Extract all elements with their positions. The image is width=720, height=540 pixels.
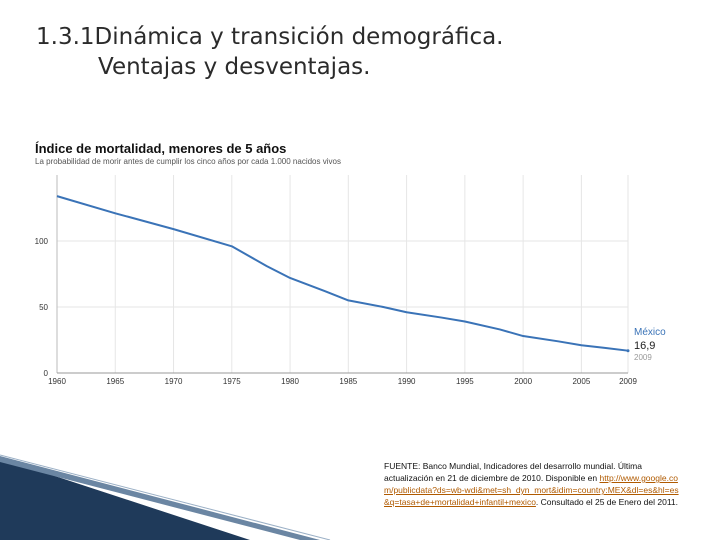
series-line-mexico — [56, 195, 629, 352]
y-tick-label: 0 — [44, 369, 49, 378]
x-tick-label: 1995 — [456, 377, 474, 386]
x-tick-label: 1965 — [106, 377, 124, 386]
source-link[interactable]: http://www.google.com/publicdata?ds=wb-w… — [384, 473, 679, 507]
series-end-point — [626, 349, 630, 353]
slide-title: 1.3.1Dinámica y transición demográfica. … — [36, 22, 676, 82]
decor-dark-wedge — [0, 458, 250, 540]
chart-title: Índice de mortalidad, menores de 5 años — [35, 141, 287, 156]
decor-light-stripe — [0, 456, 320, 540]
source-note: FUENTE: Banco Mundial, Indicadores del d… — [384, 460, 684, 508]
decor-thin-line — [0, 454, 331, 540]
x-tick-label: 1980 — [281, 377, 299, 386]
chart-subtitle: La probabilidad de morir antes de cumpli… — [35, 157, 341, 166]
x-tick-label: 2000 — [514, 377, 532, 386]
x-tick-label: 1960 — [48, 377, 66, 386]
slide-title-line2: Ventajas y desventajas. — [98, 54, 371, 80]
source-text-after: . Consultado el 25 de Enero del 2011. — [535, 497, 679, 507]
x-tick-label: 1990 — [398, 377, 416, 386]
x-tick-label: 1985 — [339, 377, 357, 386]
series-legend-label[interactable]: México — [634, 327, 666, 338]
x-tick-label: 2009 — [619, 377, 637, 386]
y-tick-label: 50 — [39, 303, 48, 312]
series-last-year: 2009 — [634, 353, 652, 362]
x-tick-label: 2005 — [572, 377, 590, 386]
series-last-value: 16,9 — [634, 340, 656, 352]
x-tick-label: 1970 — [165, 377, 183, 386]
y-tick-label: 100 — [35, 237, 49, 246]
slide-title-line1: 1.3.1Dinámica y transición demográfica. — [36, 24, 504, 50]
source-text: FUENTE: Banco Mundial, Indicadores del d… — [384, 461, 642, 483]
x-tick-label: 1975 — [223, 377, 241, 386]
